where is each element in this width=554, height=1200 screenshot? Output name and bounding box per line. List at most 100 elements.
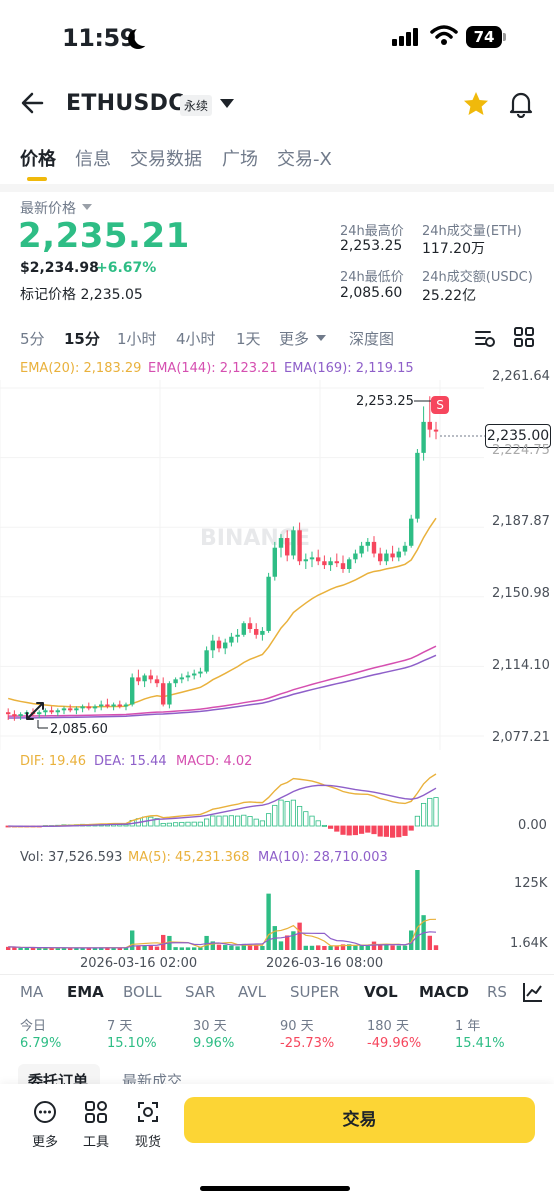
candle-body [334, 561, 339, 564]
macd-bar [327, 825, 334, 829]
candle-body [185, 675, 191, 678]
macd-bar [377, 825, 383, 837]
macd-bar [371, 825, 377, 835]
tab-square[interactable]: 广场 [222, 149, 258, 170]
macd-bar [365, 825, 371, 833]
vol-top-label: 125K [514, 876, 548, 891]
interval-1d[interactable]: 1天 [236, 330, 261, 348]
favorite-star-icon[interactable] [462, 90, 490, 118]
symbol-title[interactable]: ETHUSDC [66, 91, 185, 116]
volume-bar [260, 945, 265, 950]
candle-body [223, 642, 228, 649]
nav-spot-label: 现货 [134, 1135, 161, 1150]
indicator-avl[interactable]: AVL [238, 983, 266, 1001]
volume-bar [328, 945, 333, 950]
grid-layout-icon[interactable] [514, 327, 534, 347]
trade-button[interactable]: 交易 [184, 1097, 535, 1143]
candle-body [136, 677, 141, 682]
latest-price-dropdown-icon[interactable] [82, 204, 92, 210]
macd-bar [321, 824, 328, 827]
volume-bar [12, 947, 17, 950]
interval-5m[interactable]: 5分 [20, 330, 45, 348]
nav-tools[interactable]: 工具 [76, 1100, 116, 1150]
nav-more[interactable]: 更多 [25, 1100, 65, 1150]
tab-trading-data[interactable]: 交易数据 [130, 149, 202, 170]
volume-bar [154, 946, 160, 950]
indicator-ma[interactable]: MA [20, 983, 44, 1001]
perf-180d-label: 180 天 [367, 1019, 409, 1034]
candle-body [409, 518, 414, 546]
candle-body [68, 708, 73, 711]
volume-bar [303, 945, 308, 950]
interval-4h[interactable]: 4小时 [176, 330, 216, 348]
macd-bar [259, 820, 266, 827]
indicator-vol[interactable]: VOL [364, 983, 398, 1001]
chart-settings-icon[interactable] [474, 328, 496, 348]
candle-body [316, 557, 321, 562]
macd-bar [272, 804, 278, 827]
indicator-super[interactable]: SUPER [290, 983, 340, 1001]
ema144-legend: EMA(144): 2,123.21 [148, 361, 278, 376]
symbol-dropdown-icon[interactable] [220, 99, 234, 108]
candle-body [427, 421, 432, 430]
tab-price[interactable]: 价格 [20, 149, 56, 170]
indicator-boll[interactable]: BOLL [123, 983, 162, 1001]
volume-bar [210, 941, 215, 950]
candle-body [365, 541, 370, 546]
interval-1h[interactable]: 1小时 [117, 330, 157, 348]
macd-bar [290, 799, 297, 827]
depth-chart-tab[interactable]: 深度图 [349, 330, 395, 348]
indicator-sar[interactable]: SAR [185, 983, 216, 1001]
macd-zero-label: 0.00 [518, 818, 547, 833]
candlestick-chart[interactable]: BINANCE 2,253.25 2,085.60 [0, 380, 554, 750]
candle-body [161, 683, 166, 705]
candle-body [105, 704, 110, 707]
volume-bar [247, 945, 253, 950]
macd-bar [160, 822, 166, 827]
macd-chart [5, 773, 439, 838]
macd-bar [253, 818, 259, 827]
sell-signal-badge[interactable]: S [431, 396, 449, 414]
volume-bar [291, 931, 296, 950]
vol-ma5-legend: MA(5): 45,231.368 [128, 850, 250, 865]
volume-bar [322, 945, 327, 950]
volume-bar [161, 934, 166, 950]
volume-bar [37, 947, 42, 950]
macd-bar [154, 818, 160, 827]
interval-more[interactable]: 更多 [279, 330, 310, 348]
candle-body [123, 704, 129, 707]
battery-indicator: 74 [466, 26, 506, 48]
low-label: 24h最低价 [340, 270, 404, 285]
macd-bar [433, 797, 439, 827]
indicator-chart-icon[interactable] [522, 981, 544, 1003]
tab-trade-x[interactable]: 交易-X [277, 149, 332, 170]
macd-bar [241, 814, 247, 827]
interval-15m[interactable]: 15分 [64, 330, 100, 348]
bell-icon[interactable] [508, 90, 534, 118]
latest-price-label[interactable]: 最新价格 [20, 201, 76, 217]
volume-bar [347, 944, 352, 950]
macd-dea-line [8, 784, 437, 828]
candle-body [297, 530, 302, 562]
macd-bar [234, 815, 241, 827]
indicator-rsi[interactable]: RSI [487, 983, 512, 1001]
candle-body [80, 706, 85, 709]
candle-body [12, 714, 17, 717]
expand-icon[interactable] [24, 700, 46, 722]
macd-bar [389, 825, 396, 838]
candle-body [384, 553, 389, 562]
y-tick-label: 2,150.98 [492, 586, 550, 601]
volume-bar [86, 947, 91, 950]
tab-info[interactable]: 信息 [75, 149, 111, 170]
indicator-ema[interactable]: EMA [67, 983, 104, 1001]
volume-bar [111, 947, 116, 950]
nav-spot[interactable]: 现货 [128, 1100, 168, 1150]
mark-price-label: 标记价格 [20, 287, 76, 303]
candle-body [347, 559, 352, 570]
candle-body [433, 429, 439, 432]
macd-bar [309, 815, 315, 827]
back-arrow-icon[interactable] [20, 90, 46, 116]
volume-bar [43, 947, 48, 950]
indicator-macd[interactable]: MACD [419, 983, 469, 1001]
candle-body [179, 677, 184, 680]
